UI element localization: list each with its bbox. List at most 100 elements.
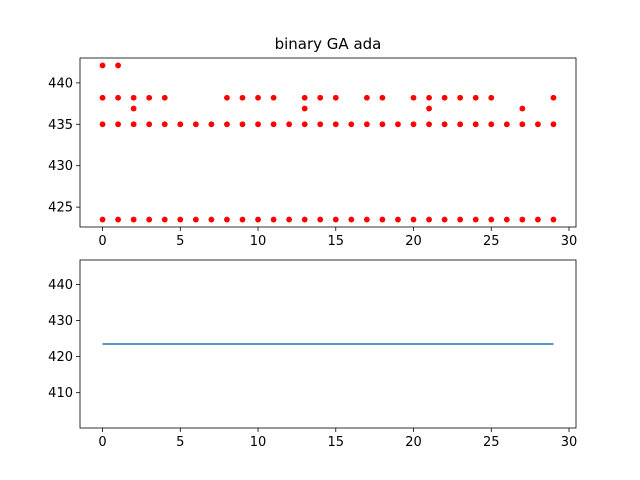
scatter-point (301, 105, 308, 112)
scatter-point (301, 121, 308, 128)
scatter-point (317, 121, 324, 128)
top-scatter-plot: 0 5 10 15 20 25 30 425 430 435 440 (48, 57, 578, 249)
scatter-point (130, 105, 137, 112)
scatter-point (270, 216, 277, 223)
scatter-point (503, 216, 510, 223)
x-tick-label: 5 (176, 435, 184, 450)
scatter-point (472, 216, 479, 223)
scatter-point (410, 94, 417, 101)
scatter-point (301, 94, 308, 101)
scatter-point (115, 94, 121, 101)
x-tick-label: 20 (405, 234, 422, 249)
scatter-point (426, 216, 432, 223)
scatter-point (255, 216, 261, 223)
scatter-point (224, 216, 230, 223)
scatter-point (488, 121, 495, 128)
x-tick-label: 20 (405, 435, 422, 450)
scatter-point (488, 216, 495, 223)
scatter-point (348, 121, 355, 128)
x-tick-label: 30 (561, 234, 578, 249)
scatter-point (99, 94, 106, 101)
x-tick-label: 15 (328, 234, 345, 249)
bottom-line-plot: 0 5 10 15 20 25 30 410 420 430 440 (48, 259, 578, 450)
scatter-point (224, 121, 230, 128)
scatter-point (130, 121, 137, 128)
scatter-point (426, 94, 432, 101)
x-tick-label: 25 (483, 234, 500, 249)
scatter-point (457, 216, 464, 223)
scatter-point (99, 216, 106, 223)
scatter-point (317, 94, 324, 101)
x-tick-label: 10 (250, 435, 267, 450)
scatter-point (550, 216, 557, 223)
scatter-point (177, 216, 184, 223)
scatter-point (192, 216, 199, 223)
x-tick-label: 0 (98, 435, 106, 450)
scatter-point (301, 216, 308, 223)
scatter-point (239, 216, 246, 223)
scatter-point (115, 216, 121, 223)
scatter-point (519, 105, 526, 112)
axes-frame (79, 57, 577, 228)
y-tick-label: 425 (48, 201, 73, 216)
x-tick-label: 5 (176, 234, 184, 249)
axes-frame (79, 259, 577, 429)
scatter-point (363, 216, 370, 223)
scatter-point (146, 216, 153, 223)
scatter-point (99, 62, 106, 69)
scatter-point (115, 121, 121, 128)
scatter-point (348, 216, 355, 223)
scatter-point (286, 216, 293, 223)
scatter-point (535, 216, 541, 223)
scatter-point (550, 121, 557, 128)
scatter-point (379, 216, 386, 223)
scatter-point (270, 121, 277, 128)
y-tick-label: 410 (48, 386, 73, 401)
scatter-point (286, 121, 293, 128)
y-tick-label: 435 (48, 118, 73, 133)
x-tick-label: 15 (328, 435, 345, 450)
scatter-point (441, 216, 448, 223)
scatter-point (332, 216, 339, 223)
scatter-point (99, 121, 106, 128)
scatter-point (161, 216, 168, 223)
scatter-point (519, 216, 526, 223)
y-tick-label: 440 (48, 278, 73, 293)
scatter-point (379, 94, 386, 101)
scatter-point (426, 121, 432, 128)
scatter-point (115, 62, 121, 69)
scatter-point (395, 216, 401, 223)
scatter-point (426, 105, 432, 112)
scatter-point (550, 94, 557, 101)
scatter-point (363, 94, 370, 101)
scatter-point (457, 121, 464, 128)
scatter-point (457, 94, 464, 101)
scatter-point (161, 94, 168, 101)
scatter-point (146, 94, 153, 101)
x-tick-label: 10 (250, 234, 267, 249)
scatter-point (177, 121, 184, 128)
scatter-point (130, 216, 137, 223)
scatter-point (410, 121, 417, 128)
scatter-point (441, 121, 448, 128)
scatter-point (208, 216, 215, 223)
scatter-point (441, 94, 448, 101)
scatter-point (472, 94, 479, 101)
scatter-point (379, 121, 386, 128)
scatter-point (332, 94, 339, 101)
scatter-point (488, 94, 495, 101)
scatter-point (363, 121, 370, 128)
scatter-point (472, 121, 479, 128)
chart-title: binary GA ada (275, 35, 382, 53)
scatter-point (410, 216, 417, 223)
scatter-point (503, 121, 510, 128)
scatter-point (332, 121, 339, 128)
scatter-point (192, 121, 199, 128)
scatter-point (270, 94, 277, 101)
y-tick-label: 440 (48, 76, 73, 91)
scatter-point (146, 121, 153, 128)
scatter-point (535, 121, 541, 128)
scatter-point (239, 94, 246, 101)
x-tick-label: 30 (561, 435, 578, 450)
